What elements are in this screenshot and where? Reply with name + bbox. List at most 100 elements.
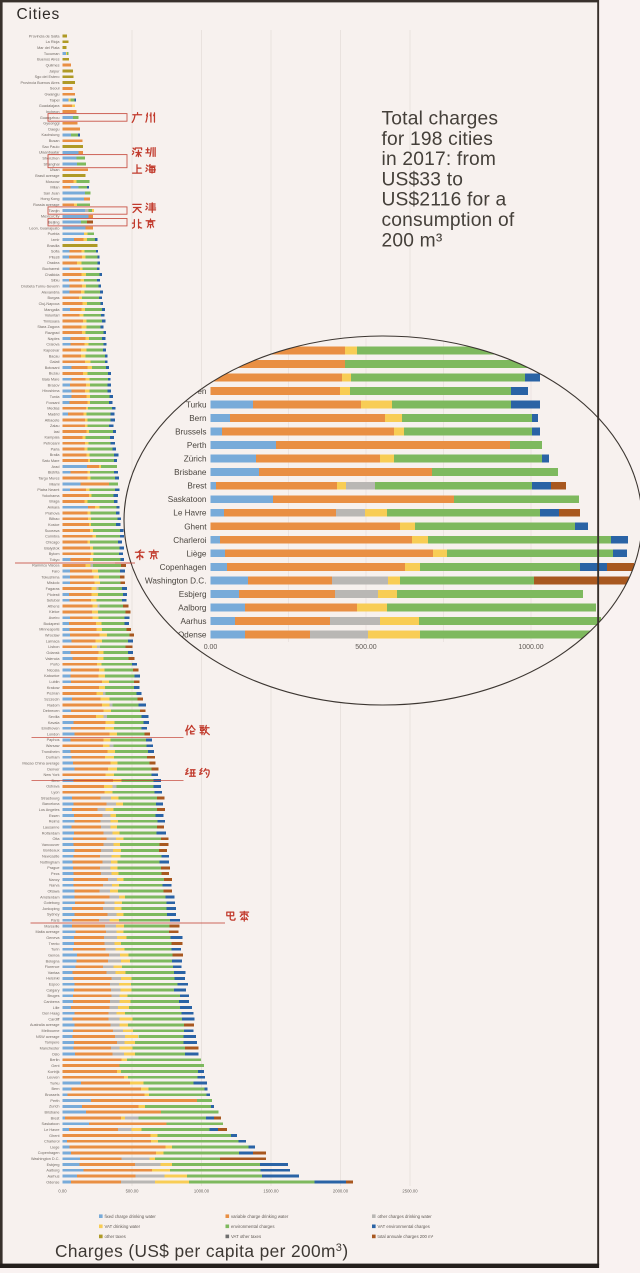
svg-text:Larnaca: Larnaca: [46, 639, 61, 643]
svg-text:Essen: Essen: [49, 814, 60, 818]
svg-text:Puebla: Puebla: [48, 232, 61, 236]
svg-text:NSW average: NSW average: [36, 1035, 60, 1039]
svg-text:Braga: Braga: [49, 500, 60, 504]
svg-text:Albacete: Albacete: [45, 418, 60, 422]
svg-text:Gent: Gent: [51, 1064, 60, 1068]
svg-text:Sofia: Sofia: [51, 250, 61, 254]
svg-text:Saskatoon: Saskatoon: [168, 495, 207, 504]
svg-text:Minneapolis: Minneapolis: [39, 628, 59, 632]
svg-text:Provincia Buenos Aires: Provincia Buenos Aires: [20, 81, 59, 85]
svg-text:Aarhus: Aarhus: [47, 1174, 59, 1178]
svg-text:Burgas: Burgas: [47, 296, 59, 300]
svg-text:2500.00: 2500.00: [402, 1189, 418, 1194]
svg-text:Brisbane: Brisbane: [174, 468, 207, 477]
svg-text:VAT other taxes: VAT other taxes: [231, 1234, 261, 1239]
svg-text:Brasil average: Brasil average: [35, 174, 59, 178]
svg-text:Nancy: Nancy: [49, 878, 60, 882]
svg-text:Kosice: Kosice: [48, 523, 59, 527]
svg-text:Bucharest: Bucharest: [42, 267, 60, 271]
svg-text:Calgary: Calgary: [46, 988, 59, 992]
svg-text:Den Haag: Den Haag: [42, 1012, 59, 1016]
svg-text:Buzau: Buzau: [49, 372, 60, 376]
svg-text:Australia average: Australia average: [30, 1023, 60, 1027]
svg-text:Los Angeles: Los Angeles: [39, 808, 60, 812]
svg-text:San Juan: San Juan: [43, 191, 59, 195]
svg-text:VAT drinking water: VAT drinking water: [105, 1224, 141, 1229]
svg-text:Paris: Paris: [51, 919, 60, 923]
svg-text:Mangalia: Mangalia: [44, 308, 60, 312]
svg-text:Liège: Liège: [186, 549, 206, 558]
svg-text:Charleroi: Charleroi: [44, 1140, 60, 1144]
svg-text:Shanghai: Shanghai: [43, 162, 59, 166]
svg-text:environmental charges: environmental charges: [231, 1224, 274, 1229]
svg-text:Tokyo: Tokyo: [50, 558, 60, 562]
svg-text:US$33 to: US$33 to: [382, 169, 464, 190]
svg-text:Kielce: Kielce: [49, 610, 59, 614]
svg-text:Satu Mare: Satu Mare: [42, 459, 60, 463]
svg-text:Gwangju: Gwangju: [45, 93, 60, 97]
svg-text:Washington D.C.: Washington D.C.: [31, 1157, 60, 1161]
svg-text:Paphos: Paphos: [47, 738, 60, 742]
svg-text:Incheon: Incheon: [46, 110, 60, 114]
svg-text:Yokohama: Yokohama: [42, 494, 61, 498]
svg-text:Leuven: Leuven: [47, 1076, 59, 1080]
svg-text:Malta average: Malta average: [35, 930, 59, 934]
svg-text:total annuale charges 200 m³: total annuale charges 200 m³: [378, 1234, 434, 1239]
svg-text:Macao China average: Macao China average: [22, 761, 59, 765]
svg-text:2000.00: 2000.00: [333, 1189, 349, 1194]
svg-text:Brest: Brest: [51, 1116, 61, 1120]
svg-text:Braila: Braila: [50, 453, 61, 457]
svg-text:Lausanne: Lausanne: [43, 825, 60, 829]
svg-text:Ulaanbaatar: Ulaanbaatar: [39, 151, 60, 155]
svg-text:Cities: Cities: [17, 6, 61, 23]
svg-text:Fagaras: Fagaras: [46, 587, 60, 591]
svg-text:Budapest: Budapest: [43, 622, 60, 626]
svg-text:Guangzhou: Guangzhou: [40, 116, 60, 120]
svg-text:Izmir: Izmir: [51, 238, 60, 242]
svg-text:200 m³: 200 m³: [382, 230, 443, 251]
svg-text:Ottawa: Ottawa: [47, 889, 60, 893]
svg-text:500.00: 500.00: [126, 1189, 139, 1194]
svg-text:Miami: Miami: [49, 482, 59, 486]
svg-text:Gyeonggi: Gyeonggi: [43, 122, 59, 126]
svg-text:Petrosani: Petrosani: [43, 442, 59, 446]
svg-text:Lyon: Lyon: [51, 791, 59, 795]
svg-text:Canberra: Canberra: [44, 1000, 61, 1004]
svg-text:fixed charge drinking water: fixed charge drinking water: [105, 1214, 157, 1219]
svg-text:Russia average: Russia average: [33, 203, 59, 207]
svg-text:Szczecin: Szczecin: [44, 697, 59, 701]
svg-text:Ostrava: Ostrava: [46, 785, 60, 789]
svg-text:Setubal: Setubal: [47, 599, 60, 603]
svg-text:Madrid: Madrid: [48, 412, 60, 416]
svg-text:Aveiro: Aveiro: [49, 616, 60, 620]
svg-text:Esbjerg: Esbjerg: [47, 1163, 60, 1167]
svg-text:Helsinki: Helsinki: [46, 977, 59, 981]
svg-text:Focsani: Focsani: [46, 401, 59, 405]
svg-text:Miskolc: Miskolc: [47, 581, 60, 585]
svg-text:Parla: Parla: [51, 447, 61, 451]
svg-text:Alexandria: Alexandria: [42, 290, 61, 294]
svg-text:Barcelona: Barcelona: [42, 802, 60, 806]
svg-text:Suceava: Suceava: [45, 529, 61, 533]
svg-text:Lublin: Lublin: [49, 680, 59, 684]
svg-text:Ploiesti: Ploiesti: [47, 593, 59, 597]
svg-text:US$2116 for a: US$2116 for a: [382, 190, 507, 211]
svg-text:Strasbourg: Strasbourg: [41, 796, 60, 800]
svg-text:Brussels: Brussels: [45, 1093, 60, 1097]
svg-text:Bordeaux: Bordeaux: [43, 849, 59, 853]
svg-text:Ghent: Ghent: [184, 522, 207, 531]
svg-text:Voluntari: Voluntari: [45, 314, 60, 318]
svg-text:Katowice: Katowice: [44, 674, 59, 678]
svg-text:Valencia: Valencia: [45, 657, 60, 661]
svg-text:Pitesti: Pitesti: [49, 255, 59, 259]
svg-text:Baia Mare: Baia Mare: [42, 378, 59, 382]
svg-text:La Rioja: La Rioja: [46, 40, 61, 44]
svg-text:Brussels: Brussels: [175, 428, 206, 437]
svg-text:Busan: Busan: [49, 139, 60, 143]
svg-text:Copenhagen: Copenhagen: [38, 1151, 60, 1155]
svg-text:Le Havre: Le Havre: [173, 509, 207, 518]
svg-text:Zurich: Zurich: [49, 1105, 60, 1109]
svg-text:Coimbra: Coimbra: [45, 535, 60, 539]
svg-text:Copenhagen: Copenhagen: [160, 563, 207, 572]
svg-text:Craiova: Craiova: [46, 343, 60, 347]
